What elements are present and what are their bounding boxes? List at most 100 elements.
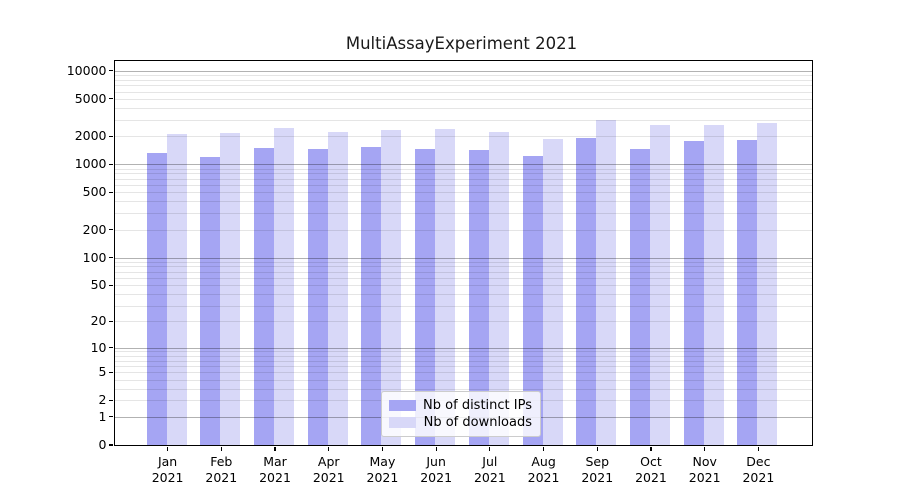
bar-nb-of-downloads-mar <box>274 128 295 445</box>
y-tick-10 <box>109 347 113 349</box>
y-tick-label-1000: 1000 <box>74 156 107 172</box>
y-tick-0 <box>109 444 113 446</box>
gridline-minor-400 <box>114 201 812 203</box>
x-label-may: May 2021 <box>366 454 399 485</box>
x-tick-jun <box>435 446 437 451</box>
x-label-jan: Jan 2021 <box>151 454 184 485</box>
bar-nb-of-downloads-feb <box>220 133 241 445</box>
gridline-minor-6 <box>114 365 812 367</box>
legend-item-downloads: Nb of downloads <box>389 414 532 431</box>
legend: Nb of distinct IPs Nb of downloads <box>381 391 541 437</box>
bar-nb-of-distinct-ips-apr <box>307 149 328 445</box>
bar-nb-of-downloads-jan <box>166 134 187 445</box>
bar-nb-of-downloads-sep <box>596 120 617 445</box>
x-label-oct: Oct 2021 <box>635 454 667 485</box>
gridline-minor-60 <box>114 277 812 279</box>
bar-nb-of-downloads-apr <box>327 132 348 445</box>
y-tick-5000 <box>109 98 113 100</box>
y-tick-label-0: 0 <box>98 437 107 452</box>
x-label-jul: Jul 2021 <box>473 454 506 485</box>
x-tick-jan <box>167 446 169 451</box>
bar-nb-of-distinct-ips-jun <box>415 148 436 445</box>
bar-nb-of-distinct-ips-feb <box>200 157 221 445</box>
x-label-aug: Aug 2021 <box>527 454 560 485</box>
gridline-minor-3000 <box>114 119 812 121</box>
gridline-minor-30 <box>114 305 812 307</box>
x-label-feb: Feb 2021 <box>205 454 238 485</box>
gridline-minor-300 <box>114 213 812 215</box>
x-label-jun: Jun 2021 <box>420 454 453 485</box>
y-tick-1 <box>109 416 113 418</box>
gridline-minor-6000 <box>114 91 812 93</box>
legend-label-downloads: Nb of downloads <box>423 415 532 430</box>
x-tick-nov <box>704 446 706 451</box>
bar-nb-of-distinct-ips-sep <box>576 138 597 445</box>
gridline-minor-9 <box>114 351 812 353</box>
plot-area: Jan 2021 Feb 2021 Mar 2021 Apr 2021 May 2021… <box>67 60 813 485</box>
gridline-minor-90 <box>114 261 812 263</box>
y-tick-label-500: 500 <box>82 184 107 200</box>
x-tick-feb <box>220 446 222 451</box>
x-tick-may <box>381 446 384 451</box>
y-tick-10000 <box>109 70 113 72</box>
x-tick-apr <box>328 446 330 451</box>
x-label-dec: Dec 2021 <box>742 454 775 485</box>
bar-nb-of-downloads-jul <box>488 132 509 445</box>
x-tick-aug <box>542 446 545 451</box>
bar-nb-of-distinct-ips-jan <box>146 153 167 445</box>
bar-nb-of-downloads-may <box>381 130 402 445</box>
gridline-major-1000 <box>114 164 812 166</box>
y-tick-label-1: 1 <box>98 408 107 424</box>
y-tick-5 <box>109 371 113 373</box>
legend-swatch-distinct-ips <box>389 400 416 411</box>
y-tick-2000 <box>109 135 113 137</box>
x-label-apr: Apr 2021 <box>312 454 345 485</box>
y-tick-20 <box>109 320 113 322</box>
y-tick-label-2000: 2000 <box>74 128 107 144</box>
x-label-nov: Nov 2021 <box>688 454 721 485</box>
gridline-minor-200 <box>114 229 812 231</box>
bar-nb-of-distinct-ips-oct <box>629 148 650 445</box>
x-label-sep: Sep 2021 <box>581 454 614 485</box>
gridline-minor-40 <box>114 294 812 296</box>
bar-nb-of-distinct-ips-mar <box>254 148 275 445</box>
gridline-minor-20 <box>114 321 812 323</box>
y-tick-1000 <box>109 163 113 165</box>
y-tick-label-20: 20 <box>90 313 107 329</box>
bar-nb-of-downloads-dec <box>757 122 778 445</box>
bar-nb-of-distinct-ips-may <box>361 146 382 445</box>
gridline-major-10 <box>114 347 812 349</box>
bar-nb-of-downloads-jun <box>435 129 456 445</box>
gridline-minor-500 <box>114 192 812 194</box>
gridline-minor-2000 <box>114 136 812 138</box>
gridline-minor-4000 <box>114 107 812 109</box>
gridline-minor-8000 <box>114 79 812 81</box>
bar-nb-of-downloads-oct <box>649 125 670 445</box>
y-tick-200 <box>109 228 113 231</box>
y-tick-label-50: 50 <box>90 277 107 293</box>
y-tick-label-5000: 5000 <box>74 90 107 106</box>
y-tick-label-10000: 10000 <box>66 62 107 78</box>
legend-item-distinct-ips: Nb of distinct IPs <box>389 397 532 414</box>
gridline-major-100 <box>114 257 812 259</box>
bar-nb-of-distinct-ips-nov <box>683 141 704 445</box>
y-tick-50 <box>109 284 113 286</box>
gridline-minor-4 <box>114 379 812 381</box>
gridline-minor-900 <box>114 168 812 170</box>
x-tick-jul <box>489 446 491 451</box>
gridline-minor-9000 <box>114 75 812 76</box>
gridline-major-10000 <box>114 70 812 72</box>
x-tick-mar <box>274 446 276 451</box>
legend-swatch-downloads <box>389 417 416 428</box>
legend-label-distinct-ips: Nb of distinct IPs <box>423 398 532 413</box>
gridline-minor-5000 <box>114 98 812 100</box>
x-tick-sep <box>596 446 598 451</box>
y-tick-100 <box>109 256 113 259</box>
gridline-minor-5 <box>114 372 812 374</box>
bar-nb-of-distinct-ips-jul <box>468 149 489 445</box>
gridline-minor-80 <box>114 266 812 268</box>
x-label-mar: Mar 2021 <box>259 454 291 485</box>
bar-nb-of-distinct-ips-aug <box>522 156 543 445</box>
gridline-minor-800 <box>114 173 812 175</box>
bar-nb-of-downloads-aug <box>542 138 563 445</box>
